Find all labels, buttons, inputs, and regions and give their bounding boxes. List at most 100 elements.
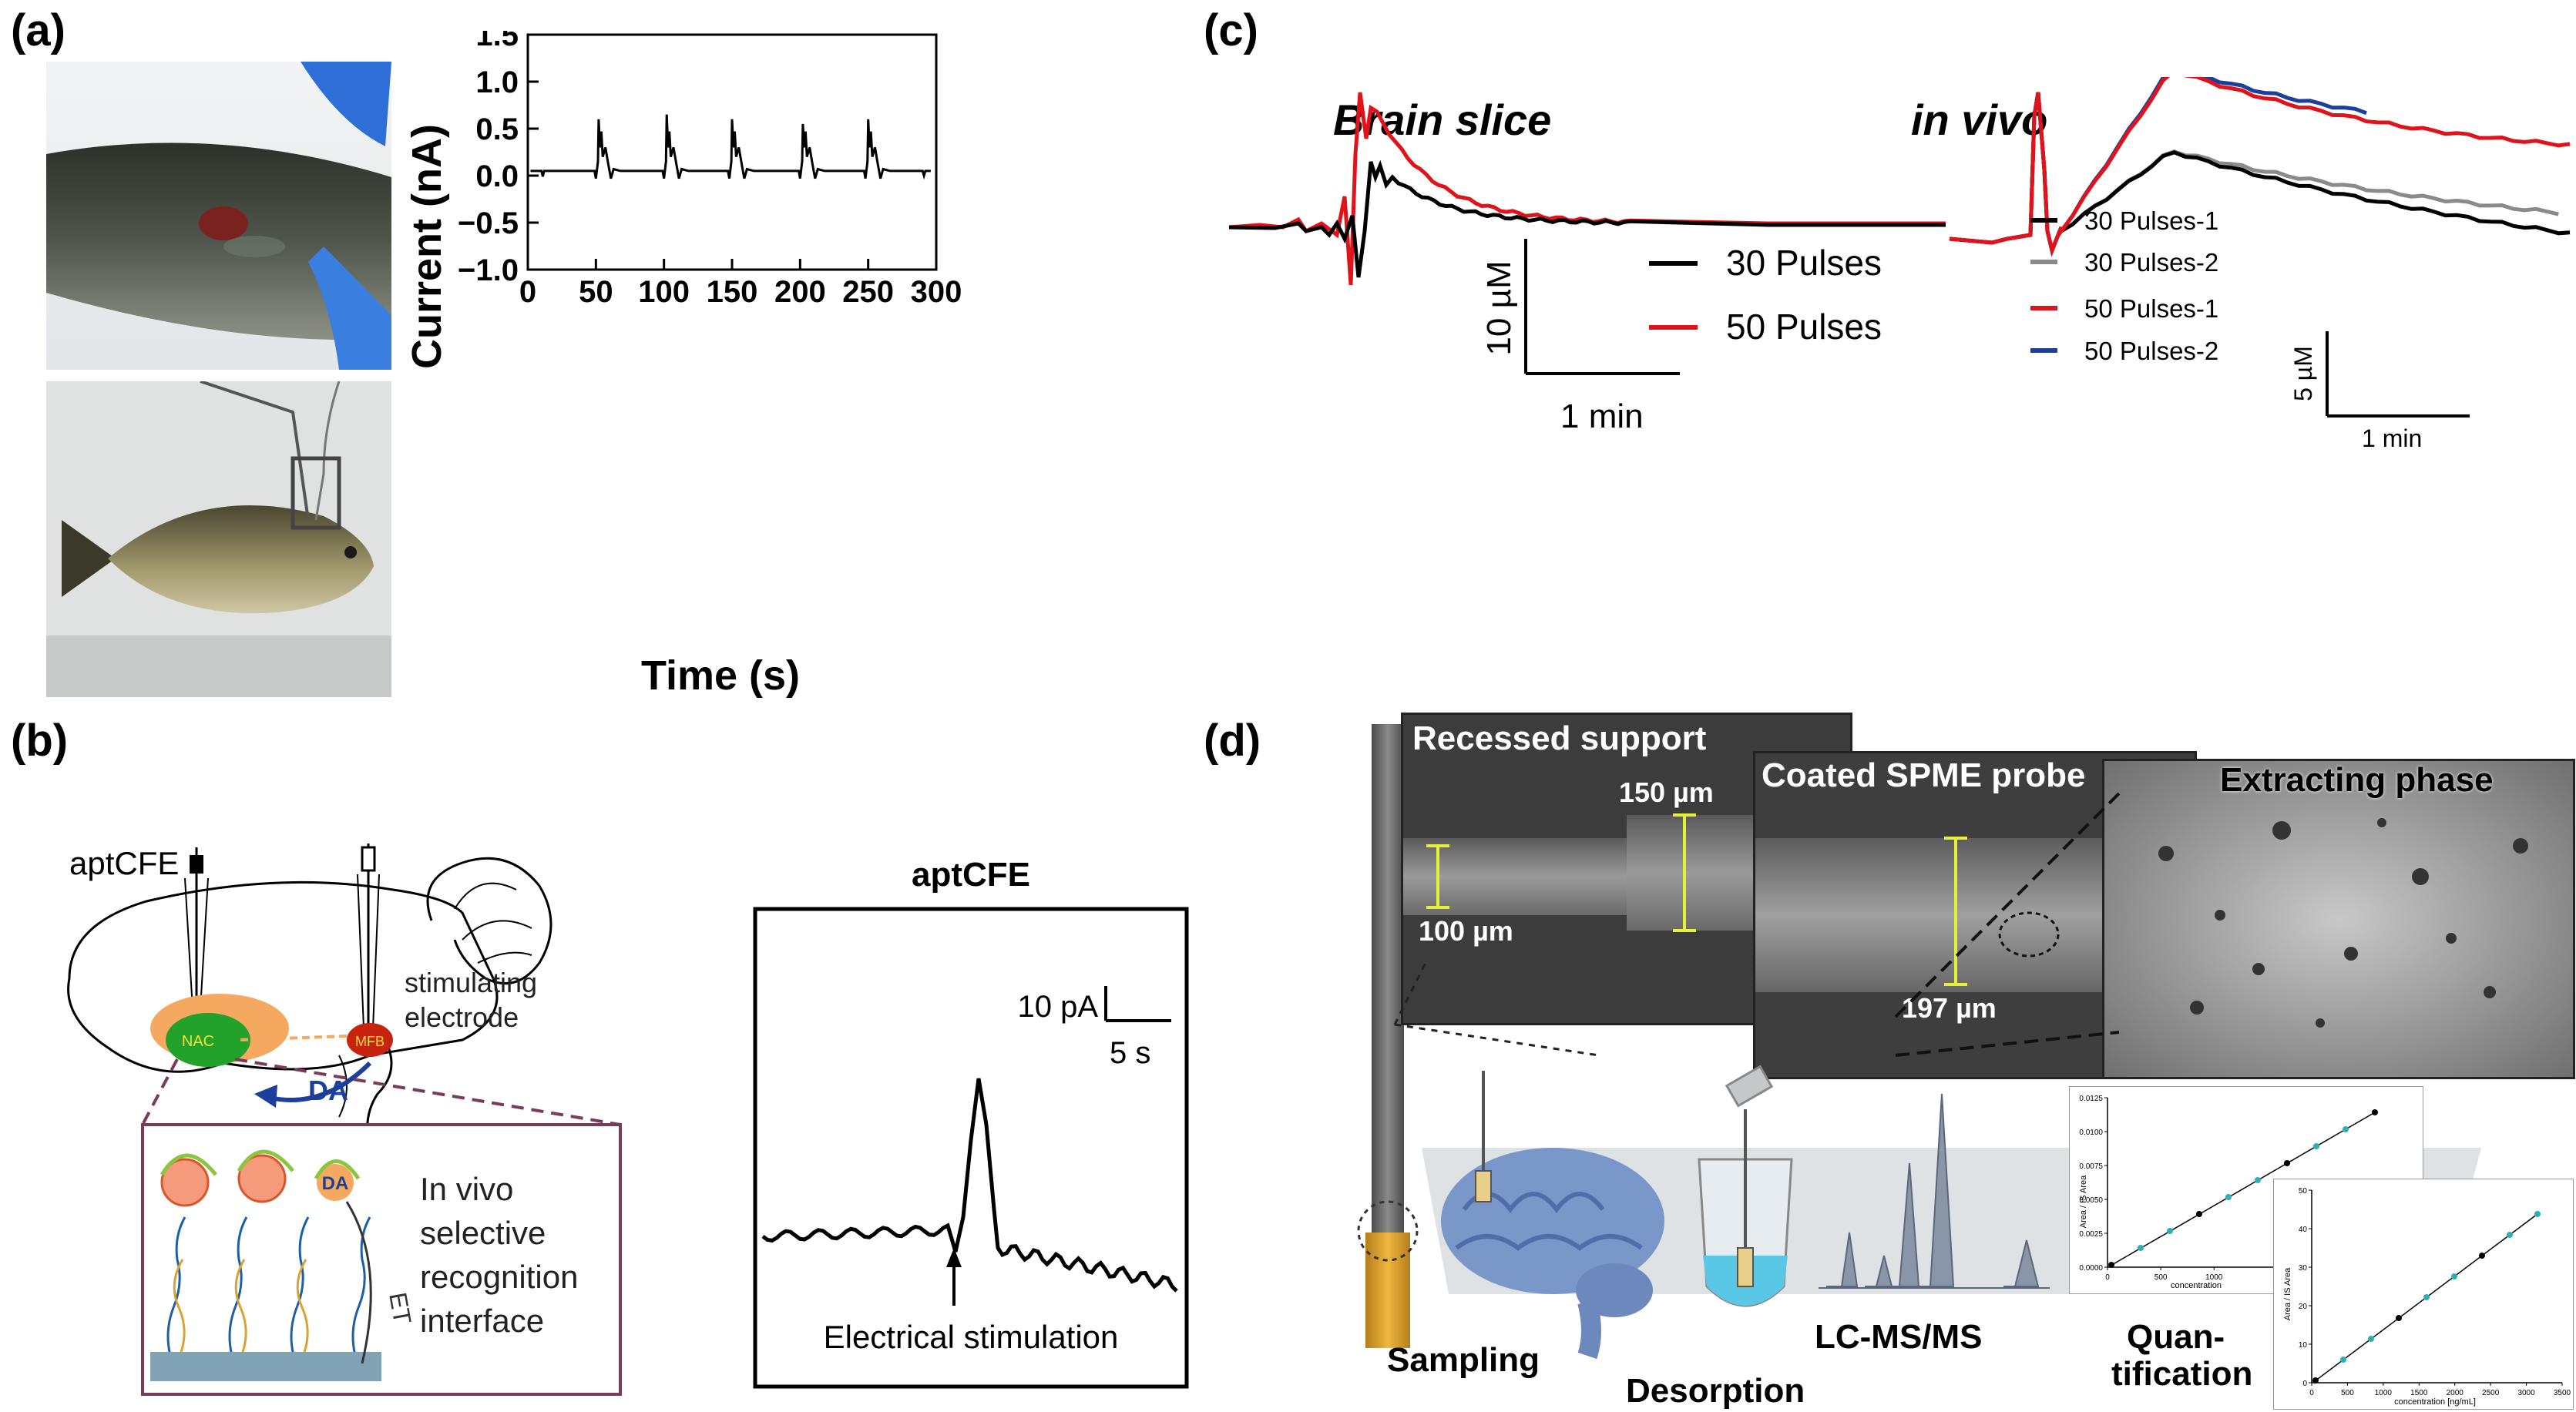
cal-data-point: [2372, 1109, 2378, 1115]
cal-y-tick-label: 30: [2299, 1264, 2308, 1273]
sampling-label: Sampling: [1387, 1341, 1540, 1379]
quantification-label-1: Quan-: [2127, 1318, 2225, 1356]
cal-data-point: [2312, 1377, 2319, 1383]
in-vivo-title: in vivo: [1911, 96, 2047, 144]
coated-dim-197: 197 µm: [1902, 992, 1997, 1024]
cal-x-tick-label: 500: [2155, 1273, 2168, 1282]
interface-line-4: interface: [420, 1303, 544, 1339]
fish-photo-bottom: [46, 381, 391, 697]
cal2-y-label: Area / IS Area: [2283, 1267, 2292, 1320]
cal-data-point: [2196, 1211, 2202, 1217]
x-tick-label: 150: [707, 275, 758, 309]
legend-30-pulses-2: 30 Pulses-2: [2084, 248, 2218, 277]
in-vivo-scale-x: 1 min: [2362, 424, 2422, 452]
mfb-label: MFB: [355, 1034, 385, 1049]
cal-data-point: [2534, 1211, 2541, 1217]
cal-data-point: [2225, 1194, 2232, 1200]
cal-data-point: [2313, 1143, 2319, 1149]
legend-50-pulses-2: 50 Pulses-2: [2084, 337, 2218, 365]
recessed-dim-150: 150 µm: [1619, 776, 1714, 808]
aptcfe-probe-label: aptCFE: [69, 845, 179, 881]
legend-30-pulses-1: 30 Pulses-1: [2084, 206, 2218, 235]
stimulation-annotation: Electrical stimulation: [824, 1319, 1119, 1355]
cal-y-tick-label: 0.0025: [2079, 1230, 2103, 1239]
x-tick-label: 300: [911, 275, 962, 309]
cal-y-tick-label: 20: [2299, 1303, 2308, 1311]
cal-data-point: [2340, 1357, 2346, 1363]
y-tick-label: 1.5: [475, 31, 519, 52]
da-label: DA: [308, 1075, 348, 1106]
cal-y-tick-label: 0: [2302, 1380, 2307, 1388]
legend-50-pulses-1: 50 Pulses-1: [2084, 294, 2218, 323]
stimulating-label: stimulating: [405, 967, 537, 998]
cal-data-point: [2108, 1262, 2114, 1268]
da-molecule: [317, 1164, 354, 1201]
cal-data-point: [2343, 1126, 2349, 1132]
electrode-label: electrode: [405, 1001, 519, 1033]
spme-probe-rod: [1357, 724, 1419, 1348]
interface-line-2: selective: [420, 1215, 546, 1251]
legend-30-pulses: 30 Pulses: [1726, 243, 1882, 283]
nac-region: [166, 1013, 250, 1067]
cal-x-tick-label: 2000: [2447, 1389, 2464, 1397]
interface-line-1: In vivo: [420, 1171, 513, 1207]
cal-data-point: [2368, 1336, 2374, 1342]
et-label: ET: [384, 1290, 417, 1326]
electrode-surface: [150, 1352, 381, 1381]
cal-data-point: [2138, 1245, 2144, 1251]
cerebellum-outline: [426, 857, 552, 985]
desorption-label: Desorption: [1626, 1372, 1805, 1410]
cal-x-tick-label: 500: [2341, 1389, 2354, 1397]
interface-line-3: recognition: [420, 1259, 578, 1295]
recessed-dim-100: 100 µm: [1419, 915, 1513, 947]
cal-data-point: [2507, 1232, 2513, 1238]
x-tick-label: 200: [774, 275, 826, 309]
cal-x-tick-label: 1000: [2375, 1389, 2393, 1397]
cal2-x-label: concentration [ng/mL]: [2394, 1397, 2476, 1407]
brain-slice-scale-y: 10 µM: [1480, 260, 1518, 355]
cal1-y-label: Area / IS Area: [2079, 1175, 2088, 1228]
cal-y-tick-label: 0.0050: [2079, 1196, 2103, 1205]
cal-data-point: [2451, 1273, 2457, 1280]
coated-probe-title: Coated SPME probe: [1762, 756, 2086, 794]
y-tick-label: −1.0: [458, 253, 519, 287]
chromatogram-icon: [1819, 1093, 2050, 1289]
brain-outline: [67, 880, 499, 1073]
brain-aptamer-diagram: aptCFE NAC MFB DA stimulating electrode …: [67, 844, 622, 1396]
x-tick-label: 0: [519, 275, 536, 309]
aptcfe-probe-icon: [190, 855, 203, 874]
extracting-phase-sem: Extracting phase: [2102, 759, 2575, 1079]
cal-data-point: [2284, 1160, 2290, 1166]
aptcfe-scale-y: 10 pA: [1017, 990, 1098, 1024]
quantification-label-2: tification: [2111, 1355, 2252, 1393]
da-ball-label: DA: [322, 1173, 349, 1194]
brain-slice-scale-x: 1 min: [1560, 397, 1644, 435]
x-tick-label: 250: [842, 275, 894, 309]
panel-label-d: (d): [1204, 716, 1261, 766]
cal-x-tick-label: 3500: [2554, 1389, 2571, 1397]
y-tick-label: −0.5: [458, 206, 519, 240]
stimulation-arrow-icon: [946, 1248, 962, 1267]
desorption-tube-icon: [1698, 1065, 1793, 1307]
aptcfe-scale-x: 5 s: [1110, 1036, 1150, 1070]
y-tick-label: 0.0: [475, 159, 519, 193]
dopamine-release-traces: Brain slice 10 µM 1 min 30 Pulses 50 Pul…: [1229, 77, 2571, 452]
mfb-region: [347, 1023, 393, 1057]
fish-photo-top: [46, 62, 391, 370]
cal-x-tick-label: 0: [2105, 1273, 2110, 1282]
cal-x-tick-label: 1000: [2205, 1273, 2223, 1282]
x-tick-label: 50: [579, 275, 613, 309]
current-trace-line: [530, 114, 931, 180]
cal-y-tick-label: 50: [2299, 1187, 2308, 1196]
aptcfe-trace-line: [761, 1078, 1178, 1293]
cal-y-tick-label: 0.0100: [2079, 1129, 2103, 1137]
current-time-chart: −1.0 −0.5 0.0 0.5 1.0 1.5 0 50 100 150 200 250 300 C…: [404, 31, 962, 699]
in-vivo-50-pulses-1-line: [1949, 77, 2571, 257]
cal-y-tick-label: 0.0125: [2079, 1095, 2103, 1103]
cal-y-tick-label: 0.0000: [2079, 1264, 2103, 1273]
cal-data-point: [2167, 1228, 2173, 1234]
extracting-phase-title: Extracting phase: [2220, 761, 2494, 799]
panel-label-a: (a): [11, 5, 65, 55]
cal-x-tick-label: 3000: [2517, 1389, 2535, 1397]
